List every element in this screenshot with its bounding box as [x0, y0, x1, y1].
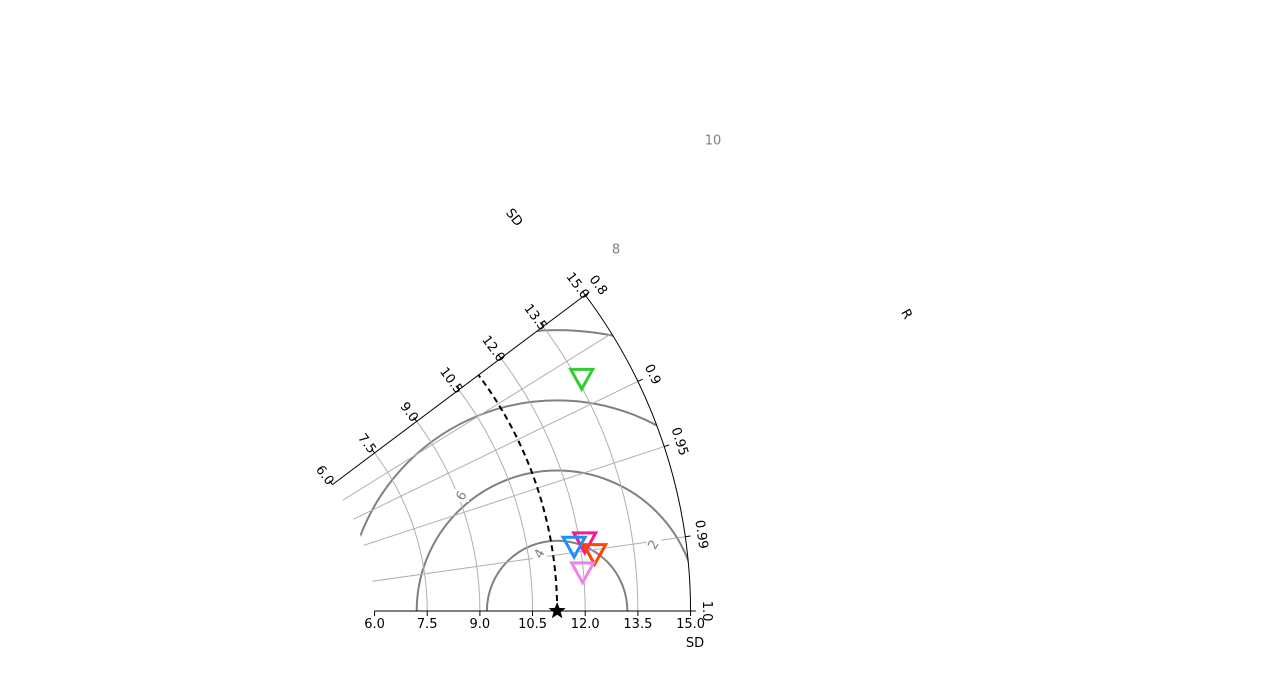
x-tick-label: 6.0: [364, 617, 385, 632]
correlation-tick-label: 1.0: [699, 601, 714, 622]
rms-contour-group: [206, 260, 908, 692]
correlation-grid-group: [343, 334, 685, 582]
y-axis-title: SD: [502, 206, 525, 230]
rms-contour-label: 10: [705, 134, 722, 149]
x-axis-title: SD: [686, 636, 704, 651]
model-points: [549, 369, 606, 618]
y-tick-label: 12.0: [478, 333, 507, 365]
rms-contour-label: 8: [612, 243, 620, 258]
rms-contour-10: [206, 260, 908, 692]
correlation-ray-0.9: [353, 381, 637, 519]
correlation-ray-0.99: [372, 537, 685, 582]
x-tick-label: 9.0: [470, 617, 491, 632]
correlation-tick-0.99: [685, 536, 690, 537]
correlation-ray-0.85: [343, 334, 612, 500]
diagram-frame: [332, 295, 690, 611]
correlation-tick-0.9: [638, 379, 643, 381]
correlation-tick-0.95: [664, 445, 669, 447]
x-tick-label: 13.5: [623, 617, 652, 632]
correlation-tick-label: 0.9: [641, 362, 664, 387]
correlation-tick-label: 0.95: [668, 426, 691, 458]
correlation-axis-title: R: [897, 307, 914, 322]
rms-contour-8: [276, 330, 838, 692]
correlation-tick-label: 0.99: [691, 519, 710, 550]
correlation-axis-arc: [585, 295, 690, 611]
tick-group: [329, 291, 695, 616]
sd-grid-group: [375, 327, 638, 611]
rms-contour-4: [417, 471, 698, 692]
x-tick-label: 7.5: [417, 617, 438, 632]
sd-grid-arc-12.0: [501, 358, 585, 611]
x-tick-label: 12.0: [571, 617, 600, 632]
marker-green-model: [571, 369, 593, 389]
x-tick-label: 10.5: [518, 617, 547, 632]
reference-star-marker: [549, 602, 566, 618]
